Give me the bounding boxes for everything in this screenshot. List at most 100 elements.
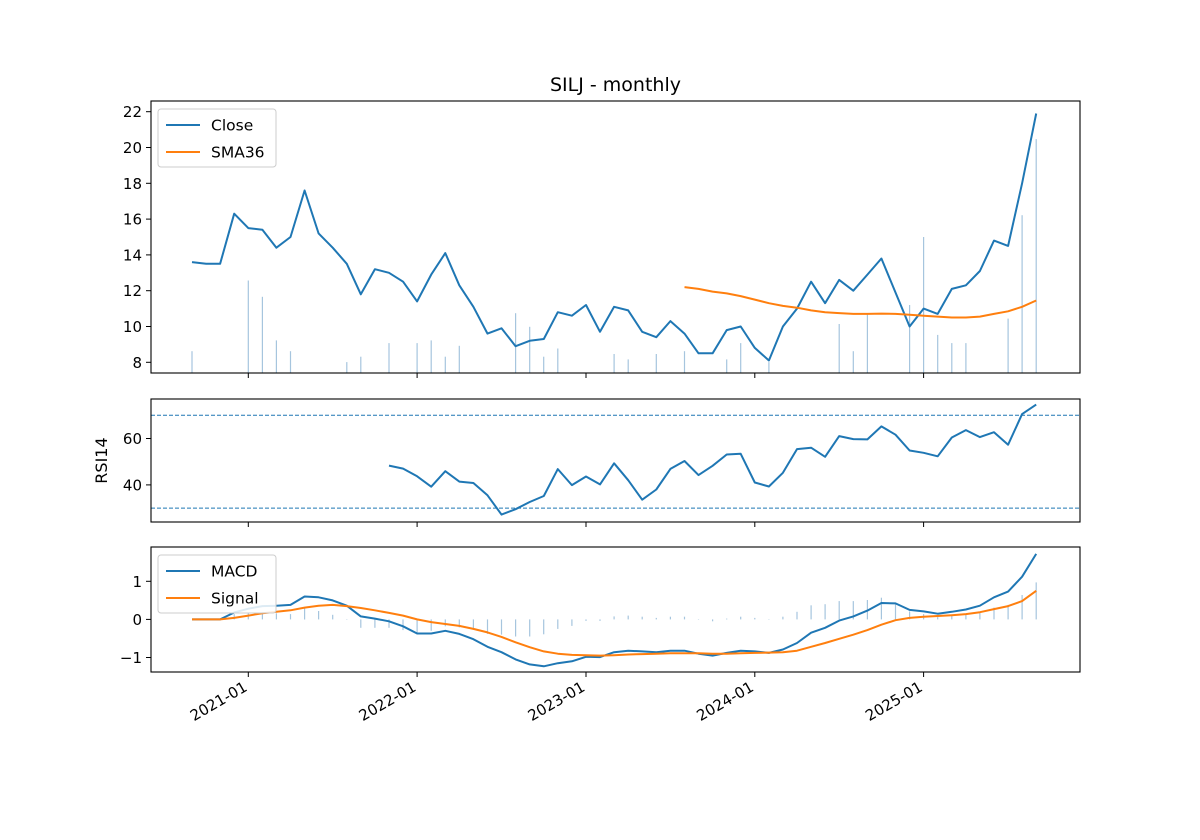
volume-bar: [247, 280, 249, 373]
panel-price: 8 10 12 14 16 18 20 22 Close SMA36: [123, 100, 1081, 378]
volume-bar: [627, 359, 629, 373]
histogram-bar: [852, 601, 854, 620]
histogram-bar: [909, 611, 911, 620]
histogram-bar: [754, 617, 756, 620]
histogram-bar: [261, 612, 263, 620]
legend-label-close: Close: [211, 117, 253, 135]
y-tick-label: 40: [123, 476, 142, 494]
volume-bar: [866, 313, 868, 373]
y-tick: 1: [132, 573, 151, 591]
histogram-bar: [543, 619, 545, 635]
volume-bar: [923, 237, 925, 373]
histogram-bar: [599, 619, 601, 621]
volume-bar: [768, 362, 770, 373]
histogram-bar: [304, 608, 306, 620]
y-tick: 10: [123, 318, 151, 336]
panel-rsi: 40 60 RSI14: [92, 398, 1081, 527]
histogram-bar: [360, 619, 362, 628]
histogram-bar: [726, 618, 728, 620]
y-tick-label: 14: [123, 246, 142, 264]
volume-bar: [655, 354, 657, 373]
histogram-bar: [683, 616, 686, 620]
histogram-bar: [1021, 595, 1023, 620]
volume-bar: [444, 356, 446, 373]
x-tick-label: 2022-01: [356, 678, 419, 725]
histogram-bar: [1035, 582, 1037, 620]
volume-bar: [726, 359, 728, 373]
y-tick-label: 18: [123, 175, 142, 193]
axes-frame: [150, 546, 1081, 673]
volume-bars: [191, 139, 1037, 373]
histogram-bar: [1007, 604, 1009, 620]
histogram-bar: [515, 619, 517, 637]
axes-frame: [150, 100, 1081, 374]
panel-macd: −1 0 1 MACD Signal: [120, 546, 1081, 677]
histogram-bar: [796, 611, 798, 620]
y-axis-label: RSI14: [92, 437, 111, 483]
legend-label-sma36: SMA36: [211, 144, 265, 162]
volume-bar: [838, 324, 840, 373]
histogram-bar: [880, 597, 882, 620]
histogram-bar: [937, 617, 939, 620]
volume-bar: [289, 351, 292, 373]
y-tick-label: 60: [123, 430, 142, 448]
y-tick-label: 1: [132, 573, 142, 591]
histogram-bar: [374, 619, 376, 628]
histogram-bar: [557, 619, 559, 629]
histogram-bar: [402, 619, 404, 631]
y-tick-label: 16: [123, 211, 142, 229]
y-tick: 12: [123, 282, 151, 300]
volume-bar: [557, 348, 559, 373]
volume-bar: [360, 356, 362, 373]
chart-title: SILJ - monthly: [550, 74, 681, 96]
y-tick: 0: [132, 611, 151, 629]
histogram-bar: [979, 612, 981, 620]
histogram-bar: [951, 616, 953, 620]
histogram-bar: [529, 619, 531, 637]
y-tick-label: 10: [123, 318, 142, 336]
histogram-bar: [233, 614, 235, 620]
histogram-bar: [838, 601, 840, 620]
histogram-bar: [965, 614, 967, 620]
volume-bar: [909, 305, 911, 373]
histogram-bar: [641, 616, 643, 620]
x-tick-label: 2023-01: [525, 678, 588, 725]
series-line-macd: [192, 553, 1038, 668]
histogram-bar: [712, 619, 714, 622]
histogram-bar: [486, 619, 489, 634]
y-tick-label: −1: [120, 649, 142, 667]
y-tick: 8: [132, 354, 151, 372]
volume-bar: [543, 356, 545, 373]
histogram-bar: [894, 602, 897, 620]
legend-label-macd: MACD: [211, 563, 258, 581]
macd-histogram: [233, 582, 1037, 637]
histogram-bar: [655, 617, 657, 620]
y-tick: 20: [123, 139, 151, 157]
x-tick-label: 2025-01: [862, 678, 925, 725]
volume-bar: [852, 351, 854, 373]
x-tick-label: 2021-01: [187, 678, 250, 725]
series-line-rsi14: [388, 403, 1037, 516]
histogram-bar: [627, 615, 629, 620]
histogram-bar: [289, 614, 292, 620]
volume-bar: [191, 351, 193, 373]
y-tick: 40: [123, 476, 151, 494]
y-tick: 22: [123, 103, 151, 121]
volume-bar: [683, 351, 686, 373]
histogram-bar: [571, 619, 573, 626]
histogram-bar: [500, 619, 503, 635]
legend: Close SMA36: [157, 108, 277, 168]
x-tick-label: 2024-01: [694, 678, 757, 725]
histogram-bar: [472, 619, 474, 630]
histogram-bar: [993, 607, 995, 620]
y-tick: 14: [123, 246, 151, 264]
histogram-bar: [430, 619, 432, 631]
legend-label-signal: Signal: [211, 590, 259, 608]
volume-bar: [937, 334, 939, 373]
histogram-bar: [416, 619, 418, 634]
histogram-bar: [318, 611, 320, 620]
histogram-bar: [444, 619, 446, 627]
volume-bar: [261, 296, 263, 373]
y-tick: 60: [123, 430, 151, 448]
